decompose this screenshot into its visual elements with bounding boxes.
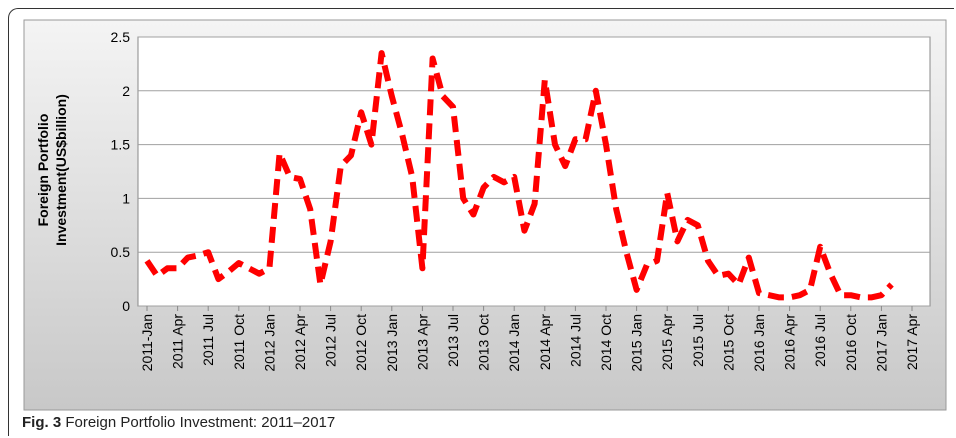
x-tick-label: 2012 Apr: [292, 314, 308, 370]
caption-text: Foreign Portfolio Investment: 2011–2017: [65, 414, 336, 431]
data-line: [144, 50, 894, 301]
x-tick-label: 2016 Oct: [843, 314, 859, 371]
x-tick-label: 2013 Jan: [384, 314, 400, 372]
y-tick-label: 1.5: [111, 137, 131, 153]
x-tick-label: 2016 Apr: [782, 314, 798, 370]
x-tick-label: 2017 Apr: [904, 314, 920, 370]
x-tick-label: 2017 Jan: [873, 314, 889, 372]
x-tick-label: 2014 Jan: [506, 314, 522, 372]
caption-label: Fig. 3: [22, 414, 62, 431]
x-tick-label: 2015 Apr: [659, 314, 675, 370]
y-tick-label: 0.5: [111, 244, 131, 260]
x-tick-label: 2016 Jul: [812, 314, 828, 367]
plot-area: [137, 36, 931, 307]
x-tick-label: 2012 Jul: [323, 314, 339, 367]
x-tick-label: 2012 Jan: [261, 314, 277, 372]
caption: Fig. 3 Foreign Portfolio Investment: 201…: [22, 414, 335, 431]
y-tick-label: 2.5: [111, 29, 131, 45]
x-tick-label: 2015 Oct: [720, 314, 736, 371]
y-tick-label: 0: [122, 298, 130, 314]
x-tick-label: 2012 Oct: [353, 314, 369, 371]
y-tick-label: 1: [122, 190, 130, 206]
x-tick-label: 2015 Jan: [629, 314, 645, 372]
x-tick-label: 2014 Jul: [567, 314, 583, 367]
y-axis-title: Foreign Portfolio Investment(US$billion): [35, 94, 69, 246]
x-tick-label: 2013 Apr: [414, 314, 430, 370]
y-tick-label: 2: [122, 83, 130, 99]
x-tick-label: 2013 Oct: [476, 314, 492, 371]
x-tick-label: 2014 Apr: [537, 314, 553, 370]
x-tick-label: 2011-Jan: [139, 314, 155, 371]
x-tick-label: 2011 Oct: [231, 314, 247, 370]
x-tick-label: 2015 Jul: [690, 314, 706, 367]
figure-frame: [8, 8, 954, 436]
x-tick-label: 2016 Jan: [751, 314, 767, 372]
x-tick-label: 2013 Jul: [445, 314, 461, 367]
x-tick-label: 2011 Jul: [200, 314, 216, 366]
x-tick-label: 2014 Oct: [598, 314, 614, 371]
x-tick-label: 2011 Apr: [170, 314, 186, 369]
